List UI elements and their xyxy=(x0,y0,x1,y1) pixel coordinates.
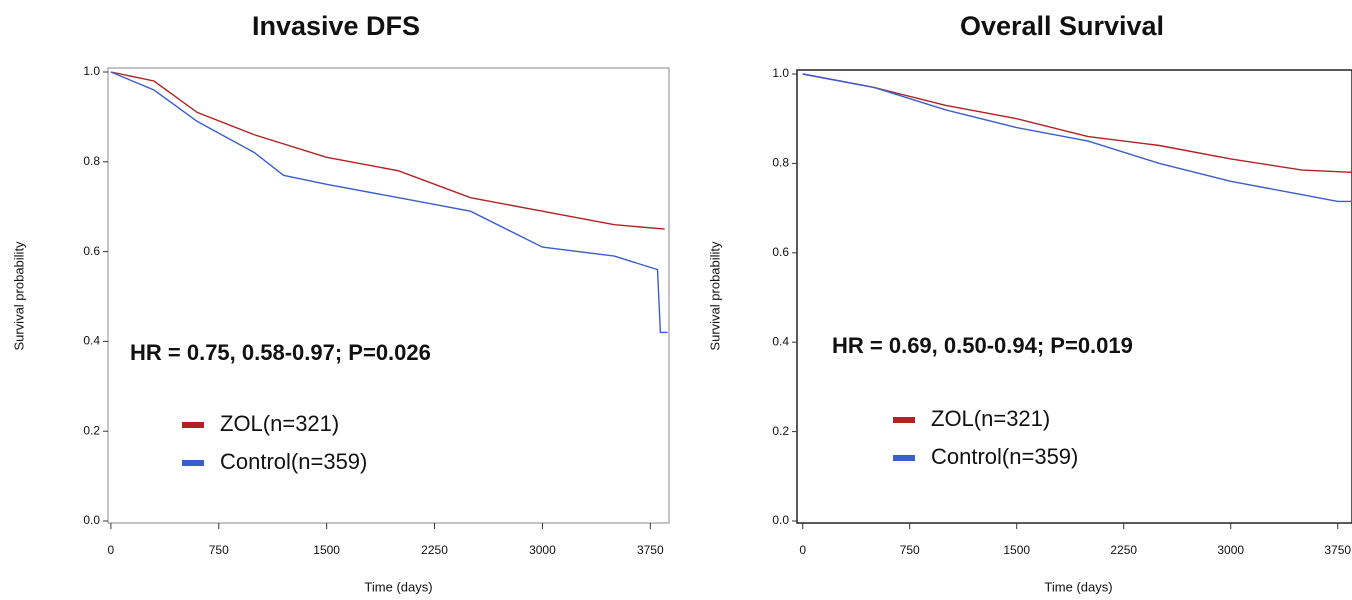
y-axis-label: Survival probability xyxy=(707,241,722,351)
x-tick-label: 3000 xyxy=(1217,543,1244,557)
x-tick-label: 750 xyxy=(209,543,229,557)
y-tick-label: 0.0 xyxy=(772,513,789,527)
x-tick-label: 2250 xyxy=(421,543,448,557)
x-tick-label: 3750 xyxy=(1324,543,1351,557)
chart-title: Overall Survival xyxy=(960,11,1164,41)
x-tick-label: 2250 xyxy=(1110,543,1137,557)
x-axis-label: Time (days) xyxy=(1044,579,1112,594)
y-tick-label: 0.0 xyxy=(83,513,100,527)
y-axis-label: Survival probability xyxy=(11,241,26,351)
legend-swatch xyxy=(893,417,915,423)
legend-swatch xyxy=(182,460,204,466)
x-tick-label: 0 xyxy=(108,543,115,557)
x-axis-label: Time (days) xyxy=(364,579,432,594)
legend-label: ZOL(n=321) xyxy=(220,411,339,436)
x-tick-label: 750 xyxy=(900,543,920,557)
y-tick-label: 0.2 xyxy=(772,424,789,438)
survival-curve xyxy=(110,71,665,230)
y-tick-label: 0.4 xyxy=(772,334,789,348)
y-tick-label: 0.8 xyxy=(772,156,789,170)
legend-label: ZOL(n=321) xyxy=(931,406,1050,431)
y-tick-label: 0.8 xyxy=(83,154,100,168)
x-tick-label: 3000 xyxy=(529,543,556,557)
x-tick-label: 1500 xyxy=(1003,543,1030,557)
plot-frame xyxy=(107,67,670,524)
survival-curve xyxy=(110,71,668,334)
legend-label: Control(n=359) xyxy=(931,444,1078,469)
x-tick-label: 3750 xyxy=(637,543,664,557)
annotation: HR = 0.69, 0.50-0.94; P=0.019 xyxy=(832,333,1133,358)
y-tick-label: 0.2 xyxy=(83,423,100,437)
survival-curve xyxy=(802,73,1352,173)
legend-label: Control(n=359) xyxy=(220,449,367,474)
x-tick-label: 1500 xyxy=(313,543,340,557)
plot-frame xyxy=(796,69,1352,524)
y-tick-label: 0.6 xyxy=(83,244,100,258)
annotation: HR = 0.75, 0.58-0.97; P=0.026 xyxy=(130,340,431,365)
legend-swatch xyxy=(893,455,915,461)
y-tick-label: 0.6 xyxy=(772,245,789,259)
x-tick-label: 0 xyxy=(799,543,806,557)
y-tick-label: 1.0 xyxy=(772,66,789,80)
survival-curve xyxy=(802,73,1352,203)
chart-title: Invasive DFS xyxy=(252,11,420,41)
legend-swatch xyxy=(182,422,204,428)
y-tick-label: 1.0 xyxy=(83,64,100,78)
y-tick-label: 0.4 xyxy=(83,334,100,348)
